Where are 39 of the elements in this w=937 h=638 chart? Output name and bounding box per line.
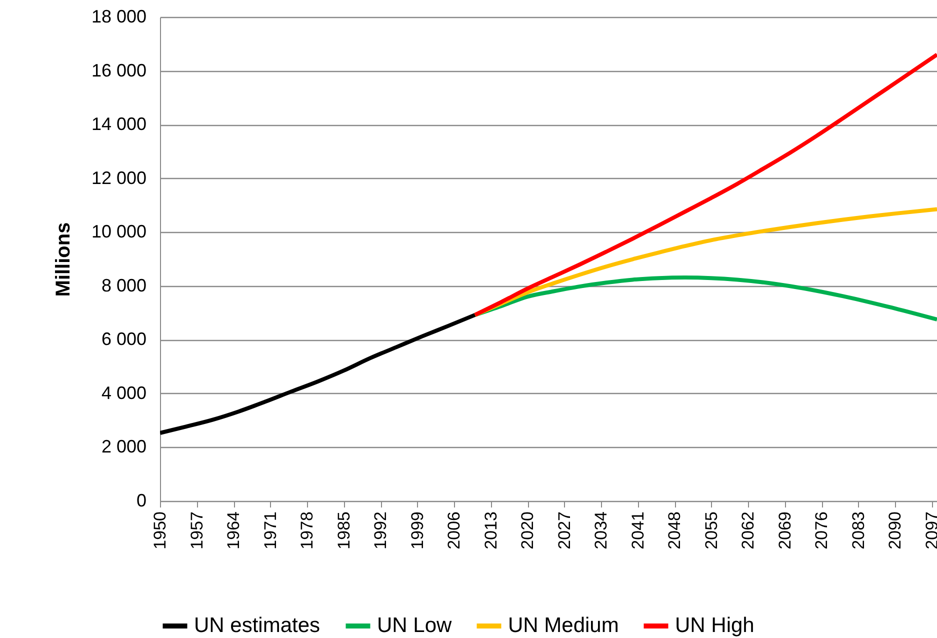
x-tick-label: 1957 xyxy=(187,512,206,550)
x-tick-label: 2013 xyxy=(481,512,500,550)
x-tick-label: 2090 xyxy=(886,512,904,550)
x-tick-label: 2020 xyxy=(518,512,537,550)
y-tick-label: 10 000 xyxy=(91,222,146,242)
x-tick-label: 1999 xyxy=(408,512,427,550)
x-tick-label: 2069 xyxy=(775,512,794,550)
x-tick-label: 2062 xyxy=(738,512,758,550)
legend-label: UN Low xyxy=(377,614,453,637)
x-tick-label: 2048 xyxy=(665,512,684,550)
line-series xyxy=(473,276,937,322)
x-tick-label: 2055 xyxy=(702,512,721,550)
y-tick-label: 0 xyxy=(136,490,146,510)
legend-label: UN High xyxy=(675,614,754,637)
x-tick-label: 2034 xyxy=(592,512,610,550)
line-series xyxy=(473,52,937,317)
y-axis-title: Millions xyxy=(52,222,74,297)
x-tick-label: 1964 xyxy=(224,512,243,550)
y-tick-label: 4 000 xyxy=(101,382,146,403)
y-tick-label: 16 000 xyxy=(91,60,146,80)
x-tick-label: 1971 xyxy=(260,512,280,550)
y-tick-label: 6 000 xyxy=(101,329,146,350)
legend-label: UN estimates xyxy=(194,614,320,637)
x-tick-label: 2041 xyxy=(628,512,648,550)
legend-label: UN Medium xyxy=(508,614,619,637)
x-tick-label: 1978 xyxy=(298,512,316,550)
line-series xyxy=(160,312,477,435)
y-tick-label: 14 000 xyxy=(91,114,146,134)
y-tick-label: 2 000 xyxy=(101,436,146,457)
x-tick-label: 2083 xyxy=(848,512,868,550)
x-tick-label: 1992 xyxy=(371,512,390,550)
y-tick-label: 18 000 xyxy=(91,6,146,26)
x-tick-label: 1950 xyxy=(150,512,170,550)
x-tick-label: 2027 xyxy=(554,512,574,550)
x-tick-label: 2006 xyxy=(444,512,464,550)
y-tick-label: 12 000 xyxy=(91,168,146,188)
x-tick-label: 1985 xyxy=(334,512,354,550)
x-tick-label: 2076 xyxy=(812,512,831,550)
y-tick-label: 8 000 xyxy=(101,275,146,296)
